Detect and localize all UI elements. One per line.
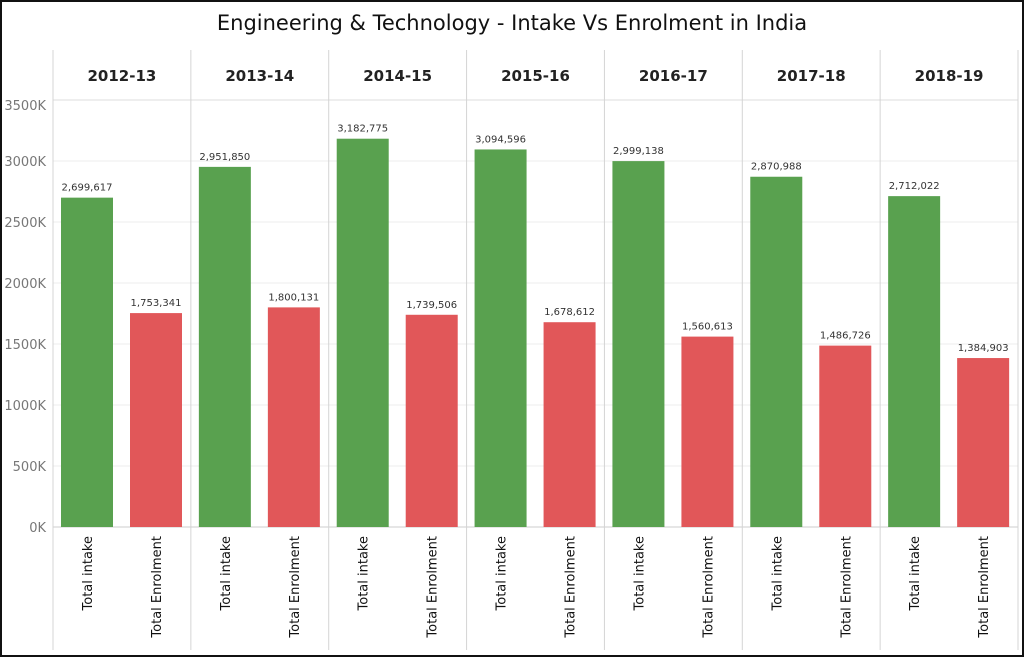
- category-label: Total intake: [908, 536, 923, 611]
- category-label: Total intake: [495, 536, 510, 611]
- data-label: 1,678,612: [544, 307, 595, 318]
- bar-enrolment: [543, 322, 596, 527]
- category-label: Total Enrolment: [977, 536, 992, 639]
- bar-intake: [336, 138, 389, 527]
- category-label: Total Enrolment: [426, 536, 441, 639]
- panel-header: 2018-19: [915, 67, 984, 85]
- data-label: 1,560,613: [682, 322, 733, 333]
- bar-enrolment: [819, 345, 872, 527]
- category-label: Total intake: [632, 536, 647, 611]
- data-label: 2,999,138: [613, 146, 664, 157]
- panel-header: 2016-17: [639, 67, 708, 85]
- data-label: 1,753,341: [131, 298, 182, 309]
- bar-intake: [888, 196, 941, 528]
- panel-header: 2012-13: [87, 67, 156, 85]
- category-label: Total Enrolment: [701, 536, 716, 639]
- category-label: Total intake: [219, 536, 234, 611]
- data-label: 1,800,131: [268, 292, 319, 303]
- bar-intake: [612, 161, 665, 527]
- y-tick-label: 1000K: [4, 399, 46, 414]
- bar-enrolment: [681, 336, 734, 527]
- panel-header: 2015-16: [501, 67, 570, 85]
- data-label: 1,739,506: [406, 300, 457, 311]
- category-label: Total intake: [357, 536, 372, 611]
- chart-title: Engineering & Technology - Intake Vs Enr…: [217, 11, 807, 35]
- bar-enrolment: [130, 313, 182, 527]
- y-tick-label: 2000K: [4, 277, 46, 292]
- y-tick-label: 0K: [29, 521, 46, 536]
- category-label: Total Enrolment: [839, 536, 854, 639]
- bar-intake: [61, 197, 113, 527]
- data-label: 3,182,775: [337, 124, 388, 135]
- data-label: 2,951,850: [199, 152, 250, 163]
- panel-header: 2014-15: [363, 67, 432, 85]
- y-tick-label: 1500K: [4, 338, 46, 353]
- category-label: Total intake: [81, 536, 96, 611]
- category-label: Total Enrolment: [564, 536, 579, 639]
- y-tick-label: 500K: [13, 460, 47, 475]
- bar-enrolment: [267, 307, 320, 527]
- bar-intake: [750, 176, 803, 527]
- category-label: Total Enrolment: [150, 536, 165, 639]
- bar-enrolment: [957, 358, 1010, 527]
- data-label: 1,486,726: [820, 331, 871, 342]
- data-label: 2,712,022: [889, 181, 940, 192]
- data-label: 1,384,903: [958, 343, 1009, 354]
- bar-enrolment: [405, 314, 458, 527]
- y-tick-label: 3000K: [4, 155, 46, 170]
- category-label: Total Enrolment: [288, 536, 303, 639]
- bar-intake: [198, 166, 251, 527]
- panel-header: 2017-18: [777, 67, 846, 85]
- data-label: 3,094,596: [475, 134, 526, 145]
- panel-header: 2013-14: [225, 67, 294, 85]
- y-tick-label: 3500K: [4, 99, 46, 114]
- bar-intake: [474, 149, 527, 527]
- category-label: Total intake: [770, 536, 785, 611]
- data-label: 2,699,617: [62, 183, 113, 194]
- data-label: 2,870,988: [751, 162, 802, 173]
- y-tick-label: 2500K: [4, 216, 46, 231]
